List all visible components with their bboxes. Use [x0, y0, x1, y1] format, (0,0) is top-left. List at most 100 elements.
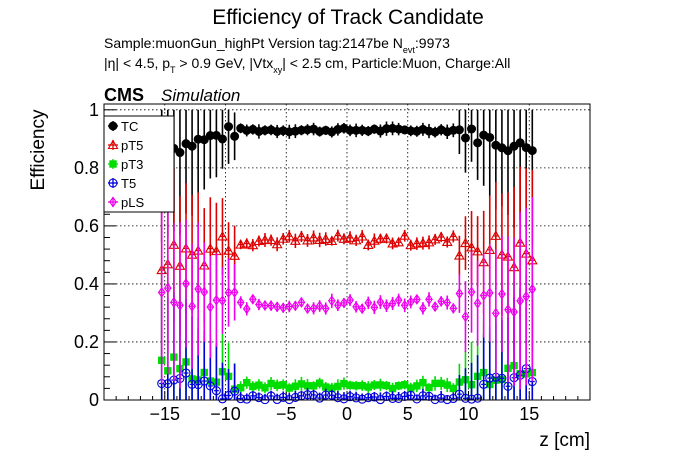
data-point — [285, 301, 294, 312]
data-point — [485, 373, 495, 383]
data-point — [273, 301, 282, 313]
data-point — [497, 373, 507, 383]
data-point — [199, 135, 209, 145]
subtitle-2-text-a: |η| < 4.5, p — [104, 55, 170, 71]
data-point — [218, 295, 227, 307]
data-point — [436, 393, 446, 403]
data-point — [467, 124, 477, 134]
x-tick-label: −10 — [210, 404, 241, 424]
data-point — [522, 291, 531, 302]
data-point — [449, 302, 458, 314]
data-point — [419, 302, 427, 314]
data-point — [242, 303, 251, 315]
subtitle-1-text-a: Sample:muonGun_highPt Version tag:2147be… — [104, 35, 403, 51]
data-point — [217, 230, 228, 241]
legend-label: pT5 — [121, 138, 143, 153]
data-point — [466, 241, 477, 252]
legend-label: TC — [121, 119, 138, 134]
data-point — [157, 286, 166, 298]
x-tick-label: −15 — [149, 404, 180, 424]
data-point — [205, 381, 215, 391]
data-point — [249, 382, 257, 391]
y-tick-label: 0.6 — [74, 216, 99, 236]
data-point — [163, 282, 172, 294]
data-point — [504, 304, 512, 316]
data-point — [346, 381, 354, 389]
data-point — [363, 393, 373, 403]
data-point — [339, 394, 349, 404]
data-point — [297, 380, 306, 388]
data-point — [356, 230, 368, 241]
legend-marker — [108, 178, 118, 188]
data-point — [399, 230, 411, 240]
data-point — [265, 234, 277, 245]
data-point — [461, 311, 470, 323]
y-tick-label: 0.4 — [74, 274, 99, 294]
data-point — [278, 392, 288, 402]
data-point — [243, 378, 251, 387]
data-point — [425, 293, 433, 305]
data-point — [460, 133, 470, 143]
chart-title: Efficiency of Track Candidate — [212, 6, 484, 29]
data-point — [401, 381, 409, 389]
legend-marker — [108, 121, 118, 131]
y-tick-label: 1 — [89, 100, 99, 120]
data-point — [358, 303, 367, 315]
data-point — [460, 237, 471, 248]
legend: TC pT5 pT3 T5 pLS — [103, 115, 175, 213]
y-tick-label: 0.8 — [74, 158, 99, 178]
y-tick-label: 0.2 — [74, 332, 99, 352]
data-point — [334, 382, 342, 391]
data-point — [387, 237, 399, 248]
data-point — [181, 368, 191, 378]
data-point — [340, 379, 348, 388]
data-point — [345, 392, 355, 402]
data-point — [267, 300, 275, 312]
data-point — [358, 381, 366, 390]
data-point — [344, 232, 356, 242]
data-point — [224, 287, 233, 299]
data-point — [364, 297, 373, 309]
data-point — [394, 382, 403, 390]
plot-frame — [103, 103, 591, 401]
data-point — [473, 138, 483, 148]
series-tc — [157, 109, 537, 245]
data-point — [431, 379, 439, 388]
data-point — [453, 249, 465, 260]
data-point — [273, 381, 281, 390]
data-point — [236, 296, 245, 308]
data-series — [156, 109, 538, 405]
simulation-label: Simulation — [161, 86, 240, 105]
data-point — [327, 295, 336, 307]
data-point — [405, 239, 417, 250]
data-point — [441, 236, 453, 247]
data-point — [388, 298, 397, 309]
series-pls — [157, 197, 537, 390]
data-point — [346, 294, 354, 306]
data-point — [255, 381, 263, 389]
data-point — [308, 231, 320, 242]
data-point — [295, 230, 307, 241]
legend-marker — [107, 139, 119, 150]
legend-label: T5 — [121, 176, 136, 191]
data-point — [188, 300, 196, 312]
data-point — [382, 381, 391, 390]
data-point — [261, 300, 269, 311]
data-point — [400, 299, 409, 311]
data-point — [279, 381, 287, 389]
data-point — [200, 286, 209, 298]
data-point — [370, 301, 379, 313]
subtitle-1-sub: evt — [403, 45, 416, 55]
data-point — [333, 393, 343, 403]
legend-label: pLS — [121, 195, 144, 210]
x-tick-label: 0 — [342, 404, 352, 424]
data-point — [259, 234, 271, 245]
data-point — [241, 237, 253, 248]
data-point — [297, 296, 306, 308]
data-point — [230, 131, 240, 141]
data-point — [479, 290, 488, 301]
data-point — [435, 231, 447, 242]
data-point — [315, 300, 324, 312]
data-point — [413, 382, 421, 390]
